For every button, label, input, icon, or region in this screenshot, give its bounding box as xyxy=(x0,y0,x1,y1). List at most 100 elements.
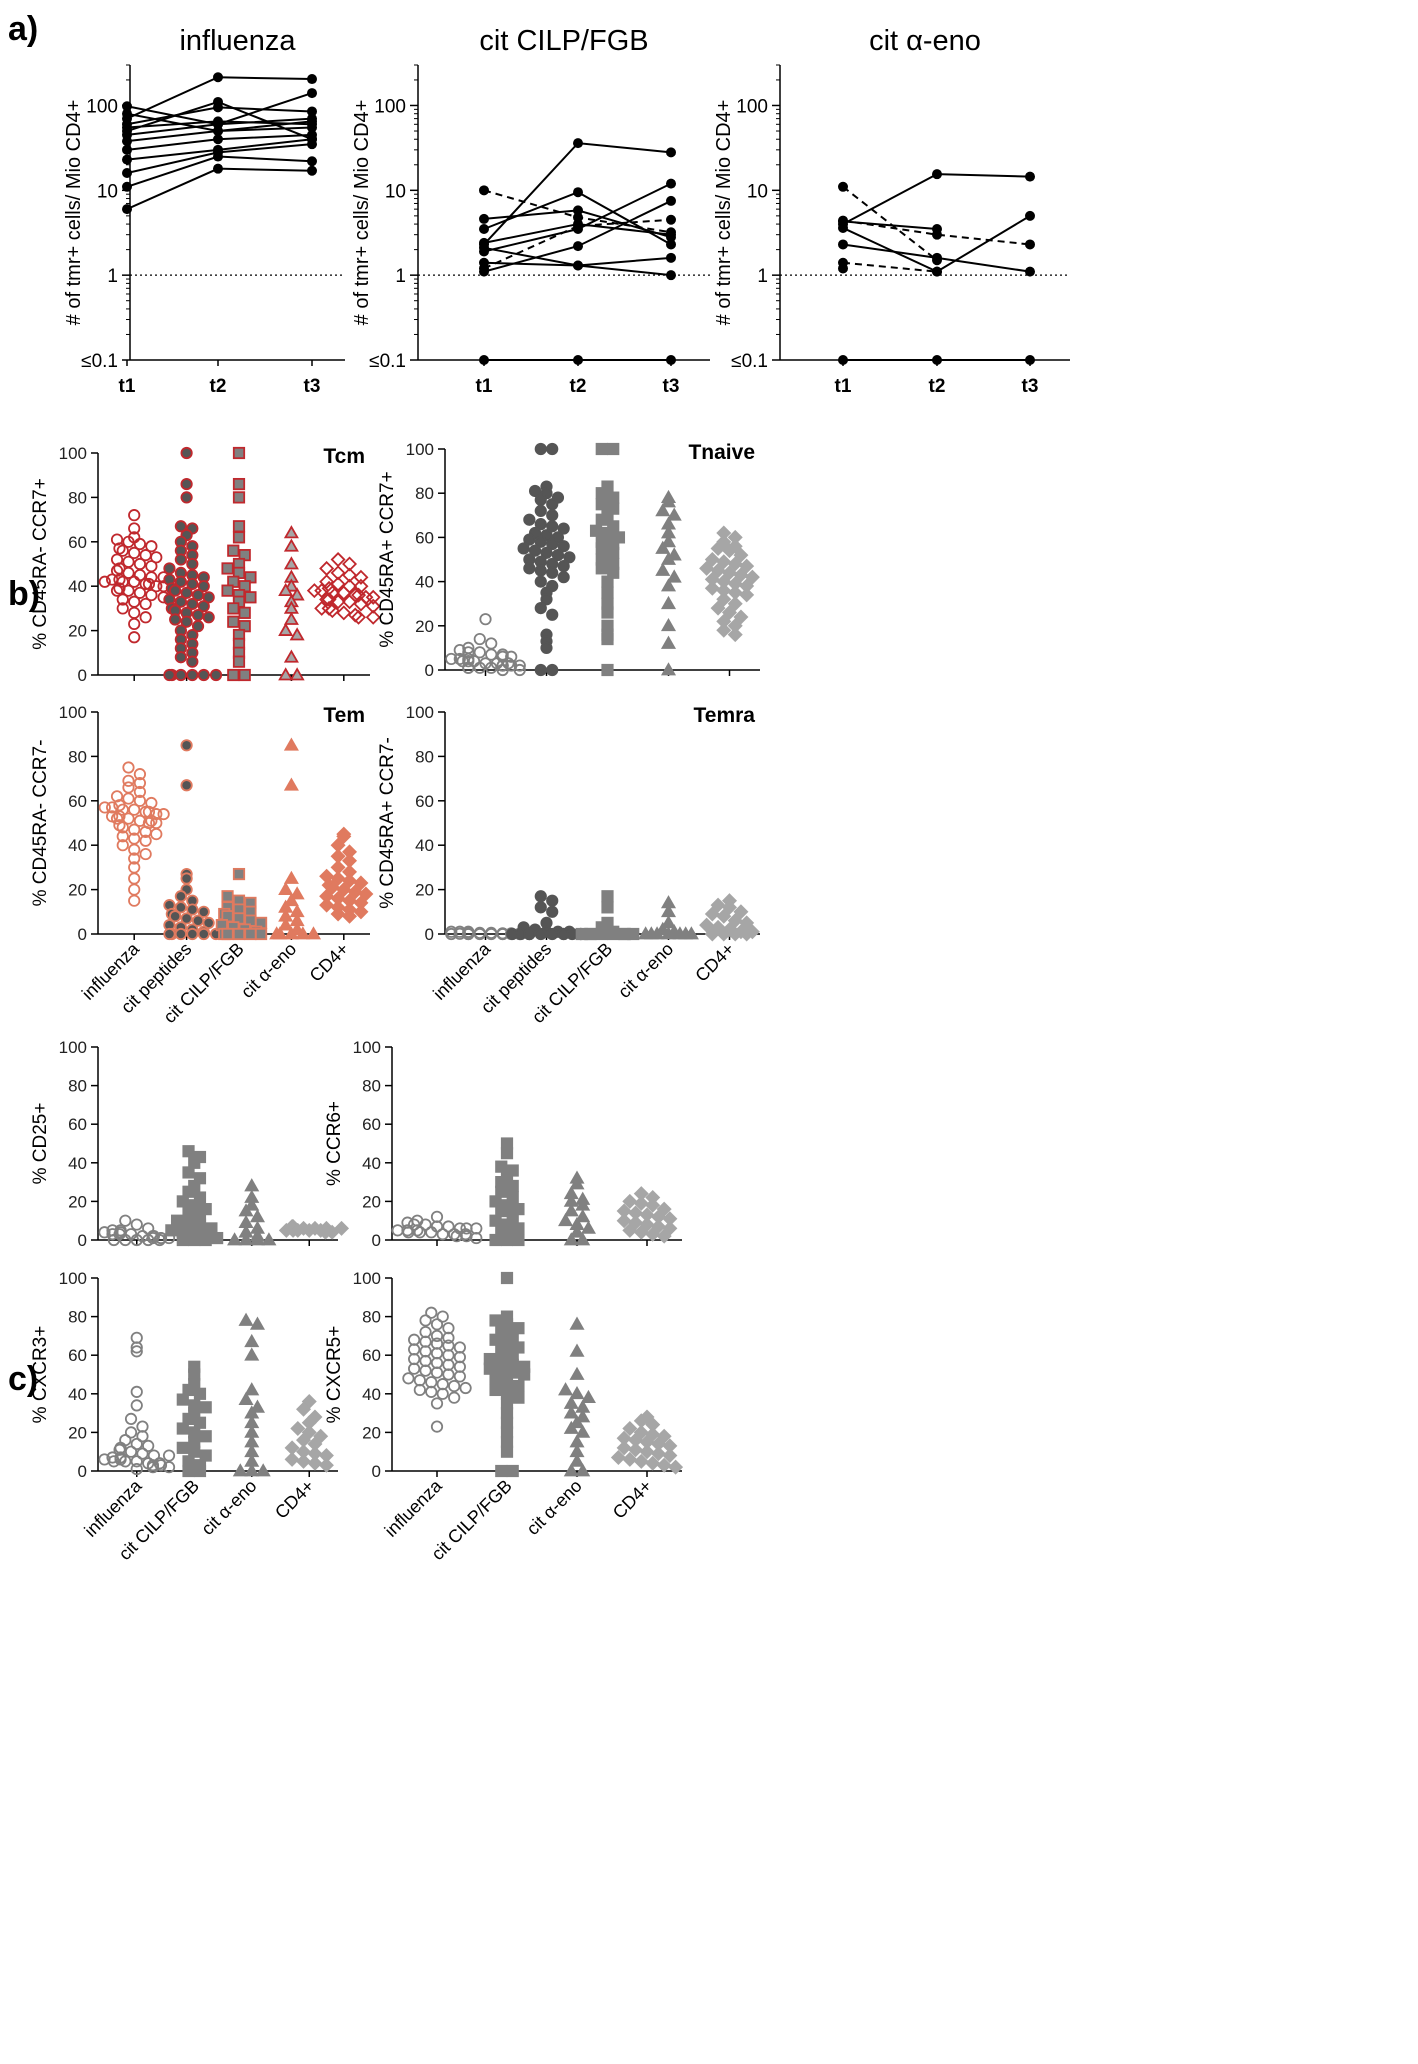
data-point xyxy=(573,205,583,216)
x-tick-label: t3 xyxy=(1022,376,1039,397)
data-point xyxy=(721,543,738,559)
y-axis-label: % CXCR3+ xyxy=(30,1326,51,1424)
data-point xyxy=(122,812,135,825)
data-point xyxy=(330,565,346,581)
x-tick-label: t2 xyxy=(929,376,946,397)
data-point xyxy=(512,1379,525,1393)
data-point xyxy=(650,1446,666,1462)
y-tick-label: 0 xyxy=(78,1231,87,1250)
data-point xyxy=(496,663,509,677)
y-tick-label: 60 xyxy=(68,533,87,552)
data-point xyxy=(128,843,141,856)
data-point xyxy=(128,575,141,588)
data-point xyxy=(638,926,654,940)
data-point xyxy=(716,926,732,942)
data-point xyxy=(1025,266,1035,277)
data-point xyxy=(284,1451,300,1467)
data-point xyxy=(727,556,743,572)
data-point xyxy=(142,1233,155,1247)
data-point xyxy=(305,926,322,940)
data-point xyxy=(186,597,199,611)
data-point xyxy=(213,72,223,83)
data-point xyxy=(318,1457,334,1473)
y-tick-label: 10 xyxy=(747,181,768,202)
y-tick-label: 20 xyxy=(415,617,434,636)
data-point xyxy=(232,531,246,544)
data-point xyxy=(128,872,141,885)
data-point xyxy=(473,632,486,646)
data-point xyxy=(528,544,542,557)
y-tick-label: 0 xyxy=(372,1231,381,1250)
data-point xyxy=(622,1451,638,1467)
data-point xyxy=(500,1445,514,1458)
y-tick-label: 20 xyxy=(68,1423,87,1442)
data-point xyxy=(838,355,848,365)
x-tick-label: CD4+ xyxy=(691,939,738,986)
data-point xyxy=(546,905,559,918)
data-point xyxy=(180,491,193,504)
data-point xyxy=(838,257,848,268)
data-point xyxy=(660,534,677,548)
data-point xyxy=(655,540,671,554)
data-point xyxy=(563,1203,579,1217)
data-point xyxy=(645,1197,661,1213)
y-axis-label: % CD45RA- CCR7+ xyxy=(30,478,51,650)
data-point xyxy=(512,1233,525,1247)
data-point xyxy=(528,484,542,498)
data-point xyxy=(351,609,367,625)
data-point xyxy=(232,477,246,491)
data-point xyxy=(272,926,288,940)
x-tick-label: t2 xyxy=(210,376,227,397)
data-point xyxy=(513,659,526,672)
y-tick-label: 1 xyxy=(757,266,768,287)
y-axis-label: # of tmr+ cells/ Mio CD4+ xyxy=(713,100,735,326)
data-point xyxy=(575,1232,591,1246)
data-point xyxy=(607,491,620,504)
data-point xyxy=(589,524,603,537)
data-point xyxy=(119,1434,132,1447)
data-point xyxy=(180,779,193,792)
data-point xyxy=(442,1331,455,1344)
data-point xyxy=(739,926,755,942)
y-tick-label: 0 xyxy=(372,1462,381,1481)
data-point xyxy=(130,1345,143,1358)
y-tick-label: 60 xyxy=(68,1346,87,1365)
data-point xyxy=(616,1440,632,1456)
data-point xyxy=(317,1224,333,1240)
data-point xyxy=(336,605,352,621)
data-point xyxy=(98,575,111,588)
data-point xyxy=(453,1370,466,1383)
data-point xyxy=(116,593,129,606)
data-point xyxy=(249,1316,266,1330)
data-point xyxy=(136,1447,149,1460)
data-point xyxy=(479,613,492,626)
chart-title: cit α-eno xyxy=(869,25,981,57)
data-point xyxy=(119,1233,132,1247)
data-point xyxy=(139,834,152,847)
data-point xyxy=(601,586,614,599)
data-point xyxy=(479,263,489,274)
data-point xyxy=(128,522,141,535)
y-tick-label: 20 xyxy=(68,881,87,900)
data-point xyxy=(244,1463,260,1477)
data-point xyxy=(176,1422,189,1435)
data-point xyxy=(174,668,187,682)
data-point xyxy=(307,156,317,167)
data-point xyxy=(191,620,205,633)
data-point xyxy=(128,803,141,816)
data-point xyxy=(358,886,374,902)
data-point xyxy=(174,575,187,588)
y-axis-label: % CD45RA+ CCR7- xyxy=(377,737,398,909)
data-point xyxy=(1025,171,1035,182)
data-point xyxy=(436,1310,449,1323)
data-point xyxy=(639,1444,655,1460)
data-point xyxy=(660,926,677,940)
data-point xyxy=(607,442,620,456)
data-point xyxy=(557,560,570,573)
data-point xyxy=(107,1455,120,1468)
data-point xyxy=(145,588,158,602)
data-point xyxy=(289,886,305,900)
series-line xyxy=(842,219,1031,246)
data-point xyxy=(448,1228,461,1241)
data-point xyxy=(580,1220,596,1234)
